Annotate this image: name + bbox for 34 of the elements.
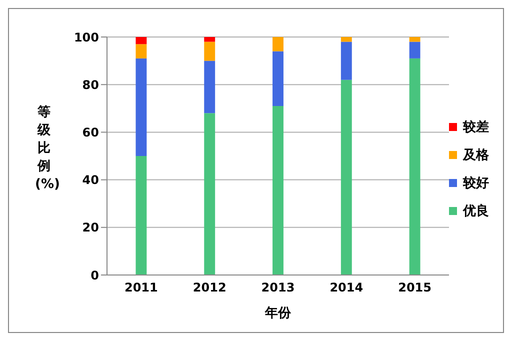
x-tick-label: 2011 xyxy=(124,280,158,295)
y-tick-label: 40 xyxy=(82,173,99,188)
legend-label: 较好 xyxy=(463,175,489,192)
bar xyxy=(409,37,420,42)
bar xyxy=(136,156,147,275)
bar xyxy=(272,51,284,106)
legend-label: 较差 xyxy=(463,119,489,136)
bar xyxy=(204,113,216,275)
bar xyxy=(272,37,284,52)
bar xyxy=(272,106,284,275)
legend-label: 优良 xyxy=(463,202,489,220)
bar xyxy=(340,80,352,275)
y-tick-label: 0 xyxy=(90,268,99,282)
bar xyxy=(409,58,420,275)
bar xyxy=(409,42,420,58)
y-axis-title: 等级比例(%) xyxy=(35,104,60,194)
bar xyxy=(136,58,147,156)
bar xyxy=(204,42,216,61)
bar xyxy=(204,60,216,114)
y-tick-label: 60 xyxy=(82,125,99,140)
legend-label: 及格 xyxy=(463,147,489,164)
y-tick-label: 100 xyxy=(74,30,99,44)
x-tick-label: 2015 xyxy=(398,280,432,295)
bar xyxy=(204,37,216,42)
y-tick-label: 80 xyxy=(82,78,99,92)
bar xyxy=(340,42,352,80)
bar xyxy=(340,37,352,42)
y-tick-label: 20 xyxy=(82,220,99,235)
bar xyxy=(136,44,147,58)
x-tick-label: 2012 xyxy=(192,280,226,295)
x-axis-title: 年份 xyxy=(264,306,292,321)
x-tick-label: 2013 xyxy=(261,280,295,295)
x-tick-label: 2014 xyxy=(330,280,364,295)
bar xyxy=(136,37,147,44)
